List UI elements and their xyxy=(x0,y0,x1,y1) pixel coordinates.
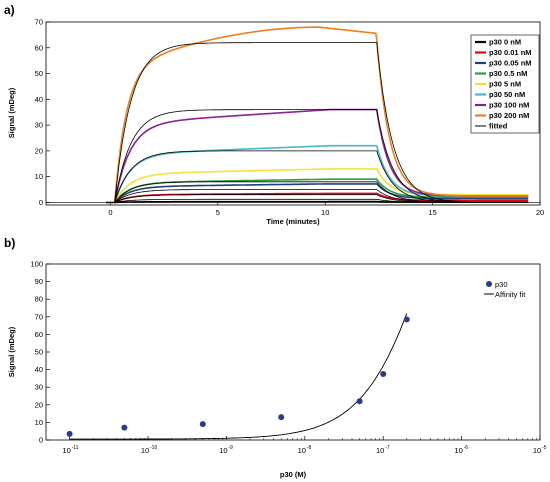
x-tick-label: 10 xyxy=(62,446,70,455)
x-tick-label: 0 xyxy=(108,208,112,217)
panel-b-plot-frame xyxy=(45,263,541,441)
x-tick-label: 10 xyxy=(298,446,306,455)
data-point xyxy=(121,424,128,431)
series-line-p30-100-nm xyxy=(106,108,529,204)
y-tick-label: 10 xyxy=(35,418,43,427)
panel-b-points-layer xyxy=(66,316,410,437)
y-tick-label: 40 xyxy=(35,365,43,374)
y-tick-label: 0 xyxy=(39,436,43,445)
y-tick-label: 90 xyxy=(35,277,43,286)
x-tick-exponent: -9 xyxy=(228,445,233,451)
legend-entry: p30 0.5 nM xyxy=(489,69,527,78)
panel-a-y-axis-title: Signal (mDeg) xyxy=(7,87,16,138)
data-point xyxy=(278,414,285,421)
data-point xyxy=(403,316,410,323)
panel-b-y-axis-title: Signal (mDeg) xyxy=(7,326,16,377)
legend-entry: fitted xyxy=(489,122,508,131)
panel-b-x-axis-title: p30 (M) xyxy=(280,470,307,479)
legend-entry: p30 0.05 nM xyxy=(489,59,532,68)
series-line-p30-0-05-nm xyxy=(106,183,529,204)
x-tick-label: 10 xyxy=(219,446,227,455)
y-tick-label: 80 xyxy=(35,295,43,304)
y-tick-label: 30 xyxy=(35,383,43,392)
x-tick-label: 10 xyxy=(376,446,384,455)
panel-b-x-ticks: 10 -11 10 -10 10 -9 10 -8 10 -7 10 -6 10 -5 xyxy=(62,436,547,455)
y-tick-label: 70 xyxy=(35,18,43,27)
panel-a-curves xyxy=(46,26,540,204)
legend-entry-affinity-fit: Affinity fit xyxy=(495,290,526,299)
y-tick-label: 60 xyxy=(35,43,43,52)
legend-entry: p30 0.01 nM xyxy=(489,48,532,57)
y-tick-label: 30 xyxy=(35,121,43,130)
y-tick-label: 10 xyxy=(35,172,43,181)
panel-a-label: a) xyxy=(4,3,15,17)
series-line-p30-5-nm xyxy=(106,168,529,204)
panel-a-legend-box xyxy=(470,34,540,134)
panel-b-fit-layer xyxy=(69,313,408,440)
panel-a-x-ticks: 0 5 10 15 20 xyxy=(108,201,544,217)
y-tick-label: 100 xyxy=(30,260,43,269)
legend-entry: p30 5 nM xyxy=(489,80,521,89)
y-tick-label: 0 xyxy=(39,198,43,207)
legend-entry: p30 0 nM xyxy=(489,38,521,47)
panel-a-y-ticks: 0 10 20 30 40 50 60 70 xyxy=(35,18,50,207)
panel-b-y-ticks: 0 10 20 30 40 50 60 70 80 90 100 xyxy=(30,260,50,445)
x-tick-exponent: -6 xyxy=(464,445,469,451)
fitted-curve xyxy=(106,42,529,203)
fitted-curve xyxy=(106,109,529,203)
panel-b-label: b) xyxy=(4,236,15,250)
y-tick-label: 40 xyxy=(35,95,43,104)
y-tick-label: 50 xyxy=(35,69,43,78)
data-point xyxy=(66,430,73,437)
legend-marker-points xyxy=(486,281,492,287)
x-tick-exponent: -5 xyxy=(542,445,547,451)
series-line-p30-200-nm xyxy=(106,26,529,204)
x-tick-label: 10 xyxy=(321,208,329,217)
affinity-fit-line xyxy=(69,313,408,440)
panel-a-sensorgram: a) 0 10 20 30 40 50 60 70 0 5 10 15 20 Time (minute… xyxy=(4,3,544,226)
x-tick-label: 10 xyxy=(141,446,149,455)
x-tick-label: 15 xyxy=(428,208,436,217)
x-tick-label: 10 xyxy=(454,446,462,455)
x-tick-label: 10 xyxy=(533,446,541,455)
data-point xyxy=(380,371,387,377)
y-tick-label: 50 xyxy=(35,348,43,357)
y-tick-label: 60 xyxy=(35,330,43,339)
y-tick-label: 70 xyxy=(35,312,43,321)
x-tick-exponent: -10 xyxy=(150,445,157,451)
legend-entry-p30: p30 xyxy=(495,280,508,289)
data-point xyxy=(199,421,206,428)
legend-entry: p30 200 nM xyxy=(489,111,529,120)
x-tick-exponent: -11 xyxy=(72,445,79,451)
x-tick-exponent: -8 xyxy=(307,445,312,451)
y-tick-label: 20 xyxy=(35,146,43,155)
legend-entry: p30 50 nM xyxy=(489,90,525,99)
legend-entry: p30 100 nM xyxy=(489,101,529,110)
fitted-curve xyxy=(106,198,529,203)
panel-a-x-axis-title: Time (minutes) xyxy=(266,217,320,226)
x-tick-label: 5 xyxy=(216,208,220,217)
panel-a-plot-frame xyxy=(45,21,541,206)
x-tick-exponent: -7 xyxy=(385,445,390,451)
data-point xyxy=(356,398,363,405)
y-tick-label: 20 xyxy=(35,400,43,409)
x-tick-label: 20 xyxy=(536,208,544,217)
